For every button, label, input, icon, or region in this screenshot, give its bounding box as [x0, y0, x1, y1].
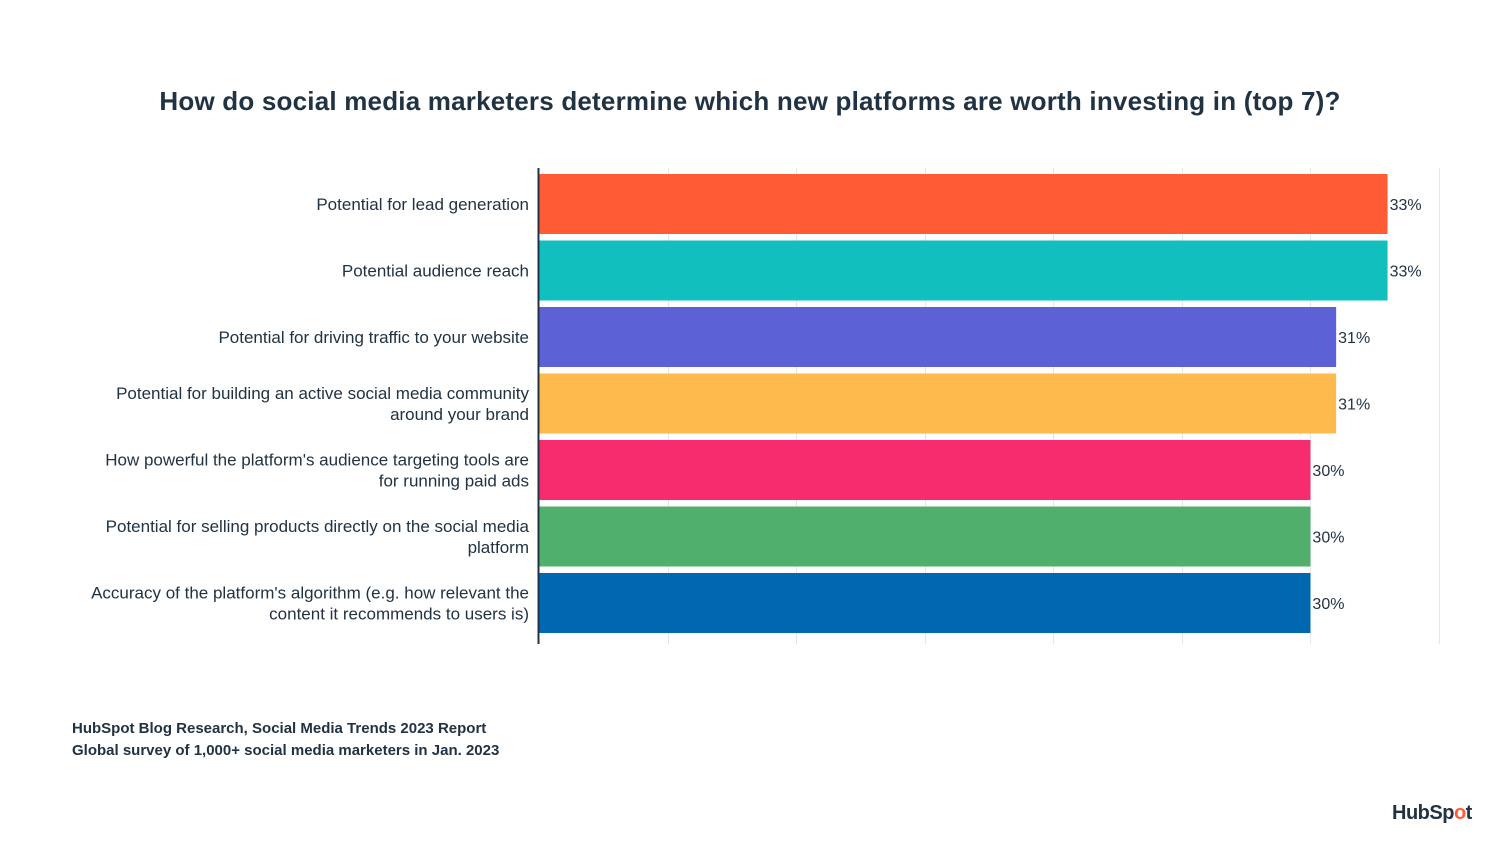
sprocket-icon: o — [1453, 802, 1466, 824]
bar-chart: 33% Potential for lead generation 33% Poten… — [91, 168, 1440, 644]
source-line-1: HubSpot Blog Research, Social Media Tren… — [72, 720, 487, 737]
category-label: around your brand — [390, 405, 529, 424]
bar — [539, 506, 1311, 567]
bar — [539, 573, 1311, 633]
category-label: Accuracy of the platform's algorithm (e.… — [91, 584, 529, 603]
category-label: Potential for selling products directly … — [106, 517, 530, 536]
bar — [539, 174, 1388, 234]
category-label: content it recommends to users is) — [269, 605, 529, 624]
value-label: 30% — [1312, 463, 1344, 480]
bar — [539, 240, 1388, 301]
category-label: Potential for building an active social … — [116, 384, 529, 403]
source-note: HubSpot Blog Research, Social Media Tren… — [72, 718, 499, 762]
value-label: 33% — [1390, 197, 1422, 214]
value-label: 30% — [1312, 530, 1344, 547]
category-label: Potential audience reach — [342, 262, 529, 281]
value-label: 31% — [1338, 330, 1370, 347]
logo-text-end: t — [1465, 802, 1473, 824]
category-label: for running paid ads — [379, 472, 529, 491]
hubspot-logo: HubSp o t — [1392, 802, 1472, 825]
source-line-2: Global survey of 1,000+ social media mar… — [72, 742, 500, 759]
category-label: Potential for lead generation — [316, 195, 529, 214]
category-label: platform — [468, 538, 529, 557]
chart-title: How do social media marketers determine … — [159, 86, 1341, 116]
bar — [539, 373, 1337, 434]
bar — [539, 307, 1337, 367]
logo-text-start: HubSp — [1392, 802, 1454, 824]
value-label: 33% — [1390, 264, 1422, 281]
value-label: 31% — [1338, 397, 1370, 414]
category-label: How powerful the platform's audience tar… — [105, 451, 529, 470]
bar — [539, 440, 1311, 500]
value-label: 30% — [1312, 596, 1344, 613]
category-label: Potential for driving traffic to your we… — [218, 328, 529, 347]
